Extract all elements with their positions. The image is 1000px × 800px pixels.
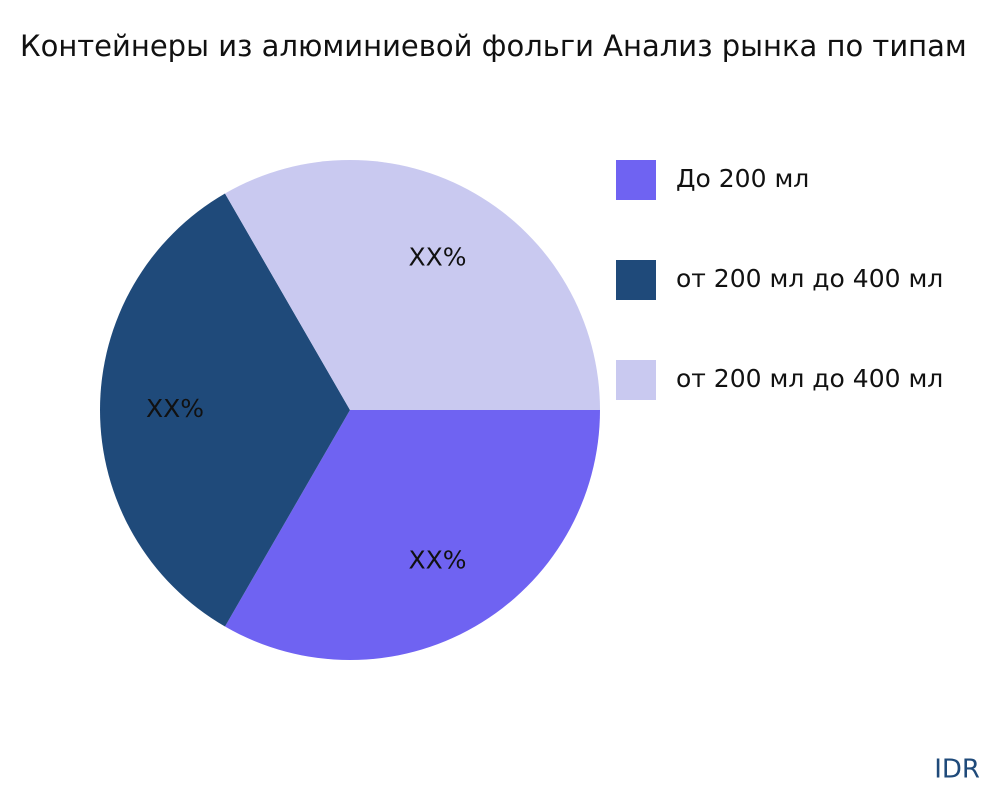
slice-label: XX%: [408, 546, 466, 575]
legend-swatch: [616, 260, 656, 300]
pie-slice: [225, 160, 600, 410]
legend-label: от 200 мл до 400 мл: [676, 364, 943, 393]
slice-label: XX%: [408, 242, 466, 271]
legend-label: от 200 мл до 400 мл: [676, 264, 943, 293]
legend-label: До 200 мл: [676, 164, 809, 193]
pie-slice: [225, 410, 600, 660]
legend-swatch: [616, 360, 656, 400]
legend-swatch: [616, 160, 656, 200]
chart-title: Контейнеры из алюминиевой фольги Анализ …: [20, 29, 967, 63]
watermark: IDR: [934, 755, 980, 785]
slice-label: XX%: [146, 394, 204, 423]
